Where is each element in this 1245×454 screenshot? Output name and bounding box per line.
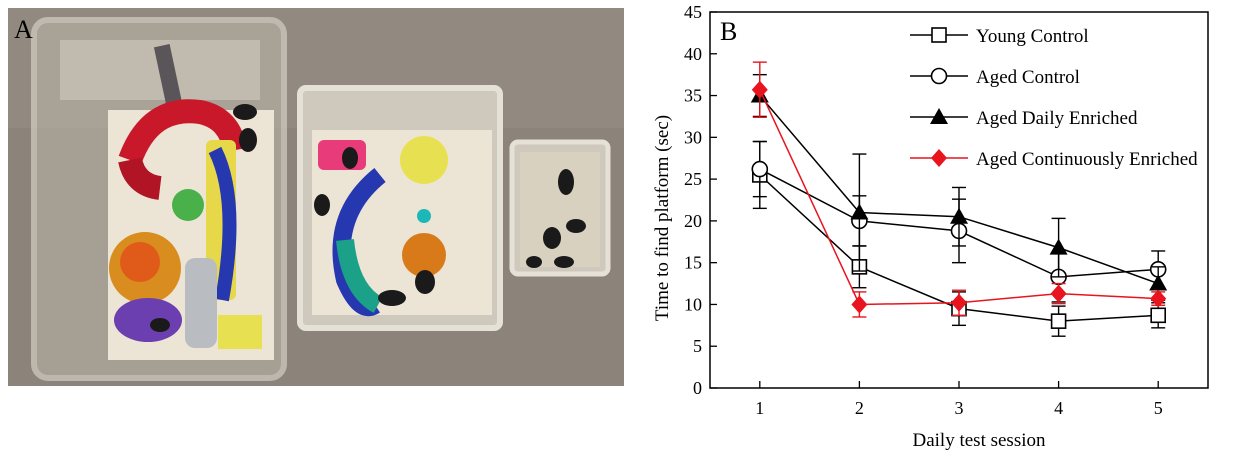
medium-cage (297, 85, 503, 331)
legend-marker (930, 67, 948, 85)
series-aged-daily-enriched (750, 73, 1168, 301)
x-tick-label: 4 (1054, 398, 1063, 418)
large-cage (31, 17, 287, 381)
legend-marker (930, 108, 948, 124)
panel-a-label: A (14, 15, 33, 44)
y-tick-label: 10 (684, 294, 702, 314)
y-tick-label: 5 (693, 336, 702, 356)
legend-label: Young Control (976, 26, 1089, 47)
small-cage (509, 139, 611, 277)
data-point (1049, 238, 1068, 255)
data-point (850, 203, 869, 220)
y-tick-label: 15 (684, 253, 702, 273)
cage-photo: A (8, 8, 624, 386)
legend-item-aged-continuously-enriched: Aged Continuously Enriched (910, 149, 1198, 170)
data-point (751, 160, 769, 178)
chart-marks (750, 61, 1168, 337)
data-point (950, 207, 968, 224)
legend-label: Aged Control (976, 67, 1080, 88)
y-tick-label: 0 (693, 378, 702, 398)
legend-label: Aged Continuously Enriched (976, 149, 1198, 170)
data-point (851, 295, 868, 314)
y-tick-label: 25 (684, 169, 702, 189)
data-point (1150, 289, 1167, 308)
x-tick-label: 3 (955, 398, 964, 418)
y-tick-label: 45 (684, 2, 702, 22)
legend-marker (931, 149, 947, 167)
y-tick-label: 40 (684, 44, 702, 64)
legend-item-aged-daily-enriched: Aged Daily Enriched (910, 108, 1138, 129)
y-tick-label: 20 (684, 211, 702, 231)
legend-label: Aged Daily Enriched (976, 108, 1138, 129)
y-tick-label: 35 (684, 86, 702, 106)
series-aged-continuously-enriched (751, 61, 1167, 318)
x-tick-label: 2 (855, 398, 864, 418)
data-point (1050, 313, 1067, 329)
y-tick-label: 30 (684, 127, 702, 147)
data-point (1149, 274, 1168, 291)
chart-legend: Young Control Aged Control Aged Daily Enri… (910, 26, 1198, 170)
data-point (1150, 307, 1167, 324)
data-point (1050, 284, 1067, 303)
y-axis-label: Time to find platform (sec) (652, 115, 673, 321)
data-point (751, 80, 768, 99)
x-tick-label: 1 (755, 398, 764, 418)
panel-b-label: B (720, 17, 737, 46)
legend-item-young-control: Young Control (910, 26, 1089, 47)
legend-marker (931, 27, 947, 43)
x-tick-label: 5 (1154, 398, 1163, 418)
data-point (951, 293, 967, 312)
x-axis-label: Daily test session (913, 430, 1046, 451)
legend-item-aged-control: Aged Control (910, 67, 1080, 88)
